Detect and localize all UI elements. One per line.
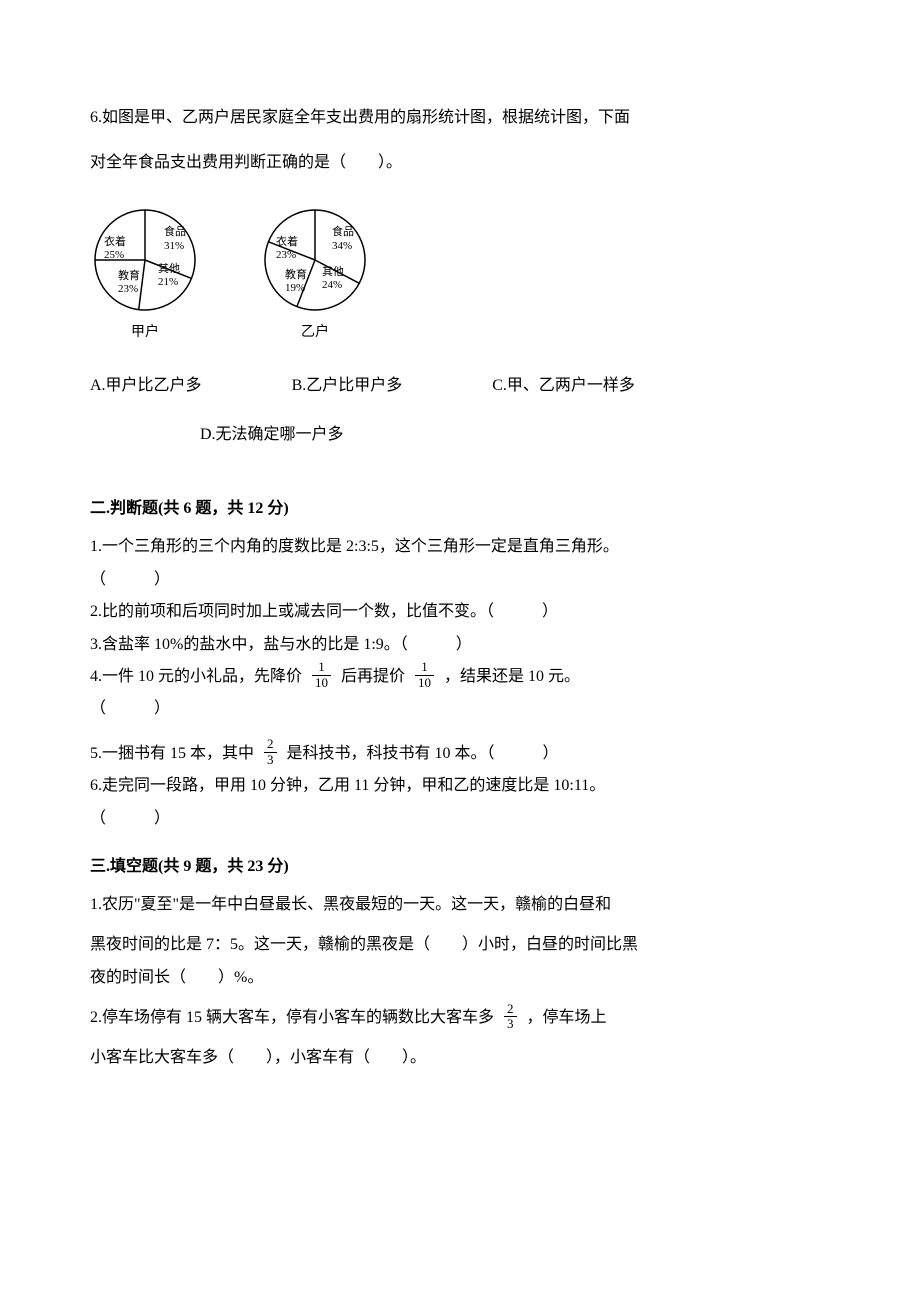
s2-q6-line2: （ ） bbox=[90, 804, 830, 834]
s2-q5-b: 是科技书，科技书有 10 本。（ ） bbox=[287, 745, 559, 762]
s2-q1-line1: 1.一个三角形的三个内角的度数比是 2:3:5，这个三角形一定是直角三角形。 bbox=[90, 532, 830, 562]
s2-q5-a: 5.一捆书有 15 本，其中 bbox=[90, 745, 254, 762]
jia-other-label: 其他 bbox=[158, 262, 180, 275]
pie-yi-svg: 食品 34% 其他 24% 教育 19% 衣着 23% bbox=[260, 205, 370, 315]
section2-title: 二.判断题(共 6 题，共 12 分) bbox=[90, 494, 830, 518]
s3-q2-b: ，停车场上 bbox=[527, 1009, 607, 1026]
frac-1-10-b: 1 10 bbox=[415, 660, 434, 690]
jia-cloth-label: 衣着 bbox=[104, 234, 126, 248]
s2-q5: 5.一捆书有 15 本，其中 2 3 是科技书，科技书有 10 本。（ ） bbox=[90, 739, 830, 769]
s3-q1-line1: 1.农历"夏至"是一年中白昼最长、黑夜最短的一天。这一天，赣榆的白昼和 bbox=[90, 890, 830, 920]
jia-other-pct: 21% bbox=[158, 276, 178, 288]
q6-options: A.甲户比乙户多 B.乙户比甲户多 C.甲、乙两户一样多 bbox=[90, 371, 830, 395]
pie-chart-jia: 食品 31% 其他 21% 教育 23% 衣着 25% 甲户 bbox=[90, 205, 200, 341]
s3-q1-line3: 夜的时间长（ ）%。 bbox=[90, 963, 830, 993]
s3-q1-line2: 黑夜时间的比是 7：5。这一天，赣榆的黑夜是（ ）小时，白昼的时间比黑 bbox=[90, 930, 830, 960]
q6-option-c: C.甲、乙两户一样多 bbox=[492, 371, 635, 395]
s3-q2-a: 2.停车场停有 15 辆大客车，停有小客车的辆数比大客车多 bbox=[90, 1009, 494, 1026]
yi-edu-pct: 19% bbox=[285, 282, 305, 294]
jia-edu-pct: 23% bbox=[118, 283, 138, 295]
s2-q2: 2.比的前项和后项同时加上或减去同一个数，比值不变。（ ） bbox=[90, 597, 830, 627]
s2-q3: 3.含盐率 10%的盐水中，盐与水的比是 1:9。（ ） bbox=[90, 630, 830, 660]
q6-line1: 6.如图是甲、乙两户居民家庭全年支出费用的扇形统计图，根据统计图，下面 bbox=[90, 100, 830, 135]
jia-edu-label: 教育 bbox=[118, 268, 140, 282]
yi-cloth-pct: 23% bbox=[276, 249, 296, 261]
s3-q2-line1: 2.停车场停有 15 辆大客车，停有小客车的辆数比大客车多 2 3 ，停车场上 bbox=[90, 1003, 830, 1033]
pie-yi-label: 乙户 bbox=[301, 321, 329, 341]
yi-other-label: 其他 bbox=[322, 265, 344, 278]
jia-food-label: 食品 bbox=[164, 224, 186, 238]
pie-chart-yi: 食品 34% 其他 24% 教育 19% 衣着 23% 乙户 bbox=[260, 205, 370, 341]
jia-cloth-pct: 25% bbox=[104, 249, 124, 261]
s2-q4-c: ，结果还是 10 元。 bbox=[444, 668, 580, 685]
pie-jia-svg: 食品 31% 其他 21% 教育 23% 衣着 25% bbox=[90, 205, 200, 315]
yi-food-label: 食品 bbox=[332, 224, 354, 238]
pie-jia-label: 甲户 bbox=[131, 321, 159, 341]
yi-food-pct: 34% bbox=[332, 240, 352, 252]
frac-2-3-a: 2 3 bbox=[264, 737, 277, 767]
s2-q4-b: 后再提价 bbox=[341, 668, 405, 685]
s2-q6-line1: 6.走完同一段路，甲用 10 分钟，乙用 11 分钟，甲和乙的速度比是 10:1… bbox=[90, 771, 830, 801]
yi-other-pct: 24% bbox=[322, 279, 342, 291]
s2-q4-blank: （ ） bbox=[90, 694, 830, 724]
s2-q1-line2: （ ） bbox=[90, 565, 830, 595]
s2-q4-a: 4.一件 10 元的小礼品，先降价 bbox=[90, 668, 302, 685]
q6-option-b: B.乙户比甲户多 bbox=[292, 371, 403, 395]
frac-1-10-a: 1 10 bbox=[312, 660, 331, 690]
section3-title: 三.填空题(共 9 题，共 23 分) bbox=[90, 852, 830, 876]
jia-food-pct: 31% bbox=[164, 240, 184, 252]
yi-edu-label: 教育 bbox=[285, 267, 307, 281]
q6-option-a: A.甲户比乙户多 bbox=[90, 371, 202, 395]
charts-row: 食品 31% 其他 21% 教育 23% 衣着 25% 甲户 食品 34% 其他… bbox=[90, 205, 830, 341]
q6-option-d: D.无法确定哪一户多 bbox=[200, 420, 830, 444]
yi-cloth-label: 衣着 bbox=[276, 234, 298, 248]
q6-line2: 对全年食品支出费用判断正确的是（ ）。 bbox=[90, 145, 830, 180]
s3-q2-line2: 小客车比大客车多（ ），小客车有（ ）。 bbox=[90, 1043, 830, 1073]
frac-2-3-b: 2 3 bbox=[504, 1002, 517, 1032]
s2-q4: 4.一件 10 元的小礼品，先降价 1 10 后再提价 1 10 ，结果还是 1… bbox=[90, 662, 830, 692]
